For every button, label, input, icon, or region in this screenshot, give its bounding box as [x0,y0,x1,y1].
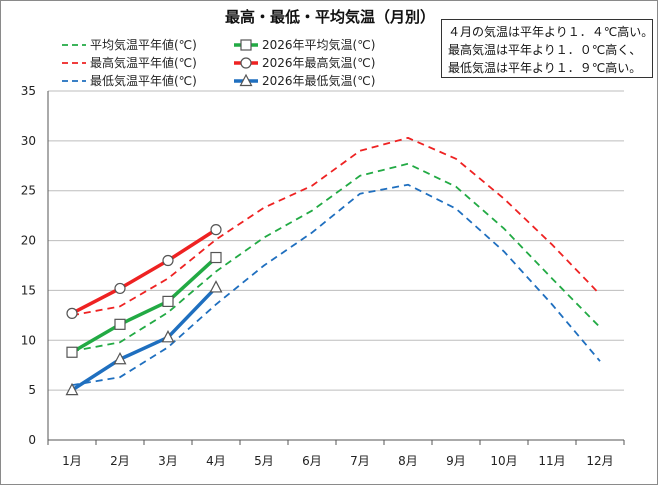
annotation-line-1: ４月の気温は平年より１．４℃高い。 [448,25,654,39]
legend-item: 2026年最高気温(℃) [234,55,375,70]
legend-label: 2026年最低気温(℃) [262,73,375,88]
legend-label: 平均気温平年値(℃) [90,37,197,52]
data-point [210,251,222,264]
x-tick-label: 9月 [446,454,466,468]
annotation-line-3: 最低気温は平年より１．９℃高い。 [448,61,642,75]
legend-label: 最低気温平年値(℃) [90,73,197,88]
series-1 [71,162,601,353]
x-tick-label: 7月 [350,454,370,468]
data-point [114,318,126,330]
series-6 [65,280,223,396]
x-tick-label: 10月 [490,454,517,468]
y-tick-label: 5 [28,383,36,397]
data-point [239,73,253,87]
legend-item: 2026年最低気温(℃) [234,73,375,88]
x-tick-label: 5月 [254,454,274,468]
data-point [65,382,79,396]
series-line [71,256,218,354]
y-tick-label: 15 [21,283,36,297]
x-tick-label: 4月 [206,454,226,468]
data-point [162,295,174,307]
series-lines [65,136,601,396]
series-4 [66,251,222,358]
x-tick-label: 2月 [110,454,130,468]
series-5 [66,224,222,319]
y-tick-label: 30 [21,134,36,148]
y-tick-label: 10 [21,333,36,347]
series-line [71,228,217,315]
legend: 平均気温平年値(℃) 2026年平均気温(℃) 最高気温平年値(℃) 2026年最高気… [62,37,375,88]
data-point [66,307,78,319]
data-point [240,39,252,51]
annotation-box: ４月の気温は平年より１．４℃高い。 最高気温は平年より１．０℃高く、 最低気温は… [441,19,653,78]
series-line [71,136,601,317]
x-tick-label: 1月 [62,454,82,468]
grid-lines [48,90,624,391]
series-2 [71,136,601,317]
chart-title: 最高・最低・平均気温（月別） [225,8,435,26]
legend-label: 2026年平均気温(℃) [262,37,375,52]
data-point [210,224,222,236]
legend-item: 最高気温平年値(℃) [62,55,197,70]
data-point [114,282,126,295]
data-point [113,351,127,365]
legend-label: 最高気温平年値(℃) [90,55,197,70]
y-tick-label: 0 [28,433,36,447]
x-tick-label: 3月 [158,454,178,468]
annotation-line-2: 最高気温は平年より１．０℃高く、 [448,43,642,57]
legend-label: 2026年最高気温(℃) [262,55,375,70]
series-3 [71,183,601,387]
y-tick-label: 25 [21,184,36,198]
legend-item: 平均気温平年値(℃) [62,37,197,52]
x-tick-label: 6月 [302,454,322,468]
data-point [240,57,252,69]
x-tick-label: 8月 [398,454,418,468]
y-tick-labels: 0 5 10 15 20 25 30 35 [21,84,36,447]
x-tick-label: 12月 [586,454,613,468]
data-point [66,346,78,358]
data-point [209,280,223,293]
legend-item: 2026年平均気温(℃) [234,37,375,52]
series-line [71,162,601,353]
x-tick-label: 11月 [538,454,565,468]
data-point [161,330,175,343]
axes [47,91,625,445]
y-tick-label: 20 [21,234,36,248]
series-line [71,183,601,387]
y-tick-label: 35 [21,84,36,98]
series-line [71,286,218,392]
data-point [162,254,174,267]
legend-item: 最低気温平年値(℃) [62,73,197,88]
x-tick-labels: 1月 2月 3月 4月 5月 6月 7月 8月 9月 10月 11月 12月 [62,454,613,468]
